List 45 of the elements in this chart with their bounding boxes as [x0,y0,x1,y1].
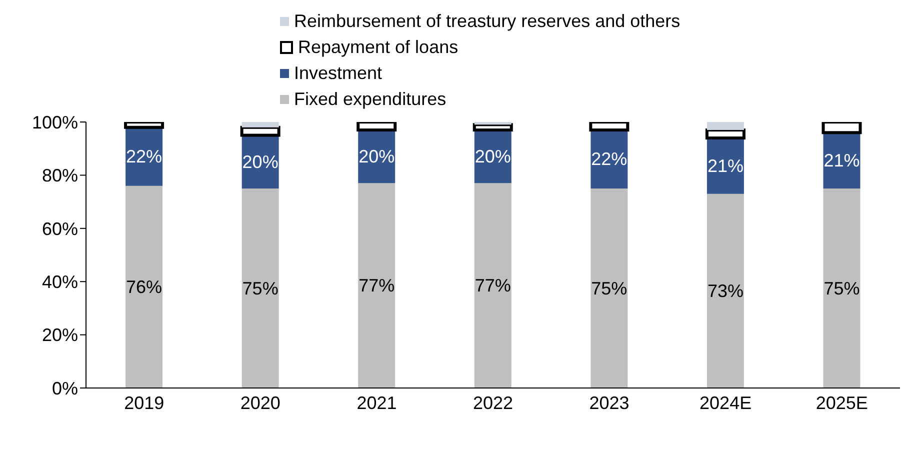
data-label: 73% [707,280,744,301]
data-label: 77% [358,276,395,296]
bar [474,122,512,125]
data-label: 21% [824,150,860,171]
bar [822,122,862,134]
bar [358,183,396,388]
data-label: 21% [707,156,744,176]
y-tick-label: 60% [42,218,78,239]
bar [356,122,397,132]
y-tick-label: 0% [52,378,78,398]
legend-label: Fixed expenditures [294,88,446,111]
data-label: 20% [358,146,395,167]
x-tick-label: 2020 [240,392,280,413]
bar [706,194,744,388]
data-label: 76% [126,276,162,297]
data-label: 22% [126,146,162,167]
data-label: 77% [474,276,511,296]
y-tick-label: 40% [42,272,78,292]
legend-label: Investment [294,62,382,85]
y-tick-label: 20% [42,325,78,346]
legend-label: Repayment of loans [298,36,458,59]
bar [474,183,512,388]
bar [590,188,628,388]
bar [126,186,163,388]
x-tick-label: 2023 [589,392,630,413]
x-tick-label: 2019 [124,392,164,413]
bar [823,188,860,388]
data-label: 75% [824,278,860,298]
data-label: 20% [474,146,511,167]
bar [124,122,164,129]
data-label: 22% [591,149,628,170]
x-tick-label: 2021 [356,392,397,413]
legend-label: Reimbursement of treastury reserves and others [294,10,680,33]
bar [242,188,279,388]
data-label: 20% [242,152,278,172]
x-tick-label: 2022 [472,392,514,413]
y-tick-label: 100% [32,112,78,132]
data-label: 75% [591,278,628,298]
x-tick-label: 2025E [816,392,868,413]
data-label: 75% [242,278,278,298]
y-tick-label: 80% [42,166,78,186]
bar [242,122,279,128]
bar [589,122,630,132]
bar [706,122,744,130]
x-tick-label: 2024E [700,392,752,413]
